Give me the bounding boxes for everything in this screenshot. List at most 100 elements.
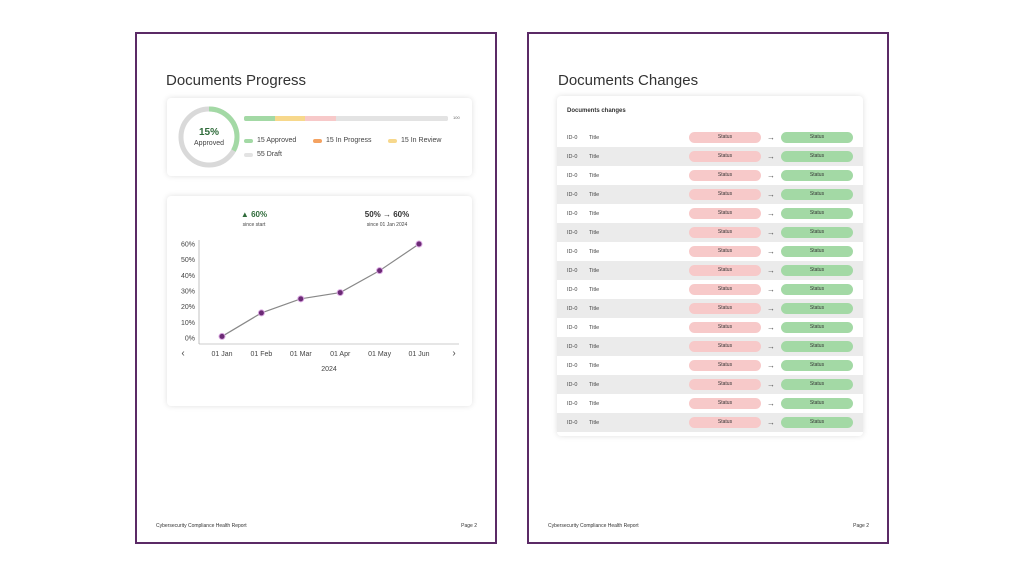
series-line [221,243,420,337]
document-id: ID-0 [567,381,578,388]
arrow-right-icon: → [767,228,775,237]
table-row: ID-0 Title Status → Status [557,299,863,318]
arrow-right-icon: → [767,323,775,332]
bar-segment [305,116,336,121]
status-to-badge: Status [781,151,853,162]
table-row: ID-0 Title Status → Status [557,375,863,394]
x-axis-label: 2024 [321,366,337,373]
document-id: ID-0 [567,191,578,198]
arrow-right-icon: → [767,133,775,142]
document-title: Title [589,191,600,198]
legend-draft: 55 Draft [244,151,282,158]
arrow-right-icon: → [767,152,775,161]
progress-card: 15% Approved 100 15 Approved 15 In Progr… [167,98,472,176]
table-row: ID-0 Title Status → Status [557,413,863,432]
document-title: Title [589,134,600,141]
arrow-right-icon: → [767,304,775,313]
legend-swatch [313,138,322,143]
legend-swatch [388,138,397,143]
status-from-badge: Status [689,341,761,352]
y-tick-label: 50% [181,257,195,264]
document-title: Title [589,419,600,426]
status-from-badge: Status [689,208,761,219]
arrow-right-icon: → [767,209,775,218]
document-title: Title [589,229,600,236]
trend-chart-card: ▲ 60% since start 50% → 60% since 01 Jan… [167,196,472,406]
document-id: ID-0 [567,210,578,217]
range-caption: since 01 Jan 2024 [366,222,408,228]
document-id: ID-0 [567,134,578,141]
x-tick-label: 01 Jan [211,351,232,358]
arrow-right-icon: → [767,399,775,408]
legend-swatch [244,152,253,157]
status-to-badge: Status [781,417,853,428]
status-from-badge: Status [689,265,761,276]
changes-table: ID-0 Title Status → Status ID-0 Title Status → St… [557,128,863,432]
chevron-right-icon[interactable]: › [452,348,455,359]
status-to-badge: Status [781,398,853,409]
legend-label: 55 Draft [257,151,282,158]
table-row: ID-0 Title Status → Status [557,128,863,147]
progress-line-chart: 0% 10% 20% 30% 40% 50% 60% 01 Jan 01 Feb 01 Mar 01… [181,240,459,373]
document-id: ID-0 [567,248,578,255]
report-page-changes: Documents Changes Documents changes ID-0… [527,32,889,544]
arrow-right-icon: → [767,190,775,199]
status-from-badge: Status [689,132,761,143]
table-row: ID-0 Title Status → Status [557,318,863,337]
table-row: ID-0 Title Status → Status [557,166,863,185]
table-row: ID-0 Title Status → Status [557,223,863,242]
status-from-badge: Status [689,303,761,314]
bar-segment [335,116,448,121]
legend-label: 15 Approved [257,137,297,144]
status-from-badge: Status [689,170,761,181]
table-row: ID-0 Title Status → Status [557,356,863,375]
page-title: Documents Changes [558,72,699,89]
status-to-badge: Status [781,265,853,276]
x-tick-label: 01 Jun [408,351,429,358]
bar-max-label: 100 [453,115,460,120]
document-id: ID-0 [567,324,578,331]
status-to-badge: Status [781,379,853,390]
document-id: ID-0 [567,343,578,350]
bar-segment [274,116,306,121]
status-to-badge: Status [781,284,853,295]
arrow-right-icon: → [767,418,775,427]
delta-stat: ▲ 60% since start [219,210,289,228]
status-to-badge: Status [781,360,853,371]
data-point [257,309,265,317]
status-to-badge: Status [781,132,853,143]
document-title: Title [589,305,600,312]
status-to-badge: Status [781,170,853,181]
legend-approved: 15 Approved [244,137,296,144]
table-row: ID-0 Title Status → Status [557,204,863,223]
legend-in-progress: 15 In Progress [313,137,372,144]
arrow-right-icon: → [767,361,775,370]
document-title: Title [589,267,600,274]
footer-report-name: Cybersecurity Compliance Health Report [156,523,247,529]
status-to-badge: Status [781,208,853,219]
bar-segment [244,116,275,121]
chevron-left-icon[interactable]: ‹ [181,348,184,359]
x-tick-label: 01 Mar [290,351,312,358]
legend-label: 15 In Progress [326,137,372,144]
table-row: ID-0 Title Status → Status [557,185,863,204]
approved-donut [178,106,240,168]
arrow-right-icon: → [767,171,775,180]
status-from-badge: Status [689,322,761,333]
triangle-up-icon: ▲ [240,210,249,219]
range-value: 50% → 60% [364,210,410,219]
y-tick-label: 40% [181,273,195,280]
range-stat: 50% → 60% since 01 Jan 2024 [342,210,432,228]
y-tick-label: 10% [181,320,195,327]
arrow-right-icon: → [767,380,775,389]
arrow-right-icon: → [767,285,775,294]
document-title: Title [589,172,600,179]
document-id: ID-0 [567,419,578,426]
document-id: ID-0 [567,153,578,160]
status-from-badge: Status [689,379,761,390]
document-id: ID-0 [567,400,578,407]
document-id: ID-0 [567,305,578,312]
document-title: Title [589,343,600,350]
status-from-badge: Status [689,151,761,162]
status-from-badge: Status [689,398,761,409]
